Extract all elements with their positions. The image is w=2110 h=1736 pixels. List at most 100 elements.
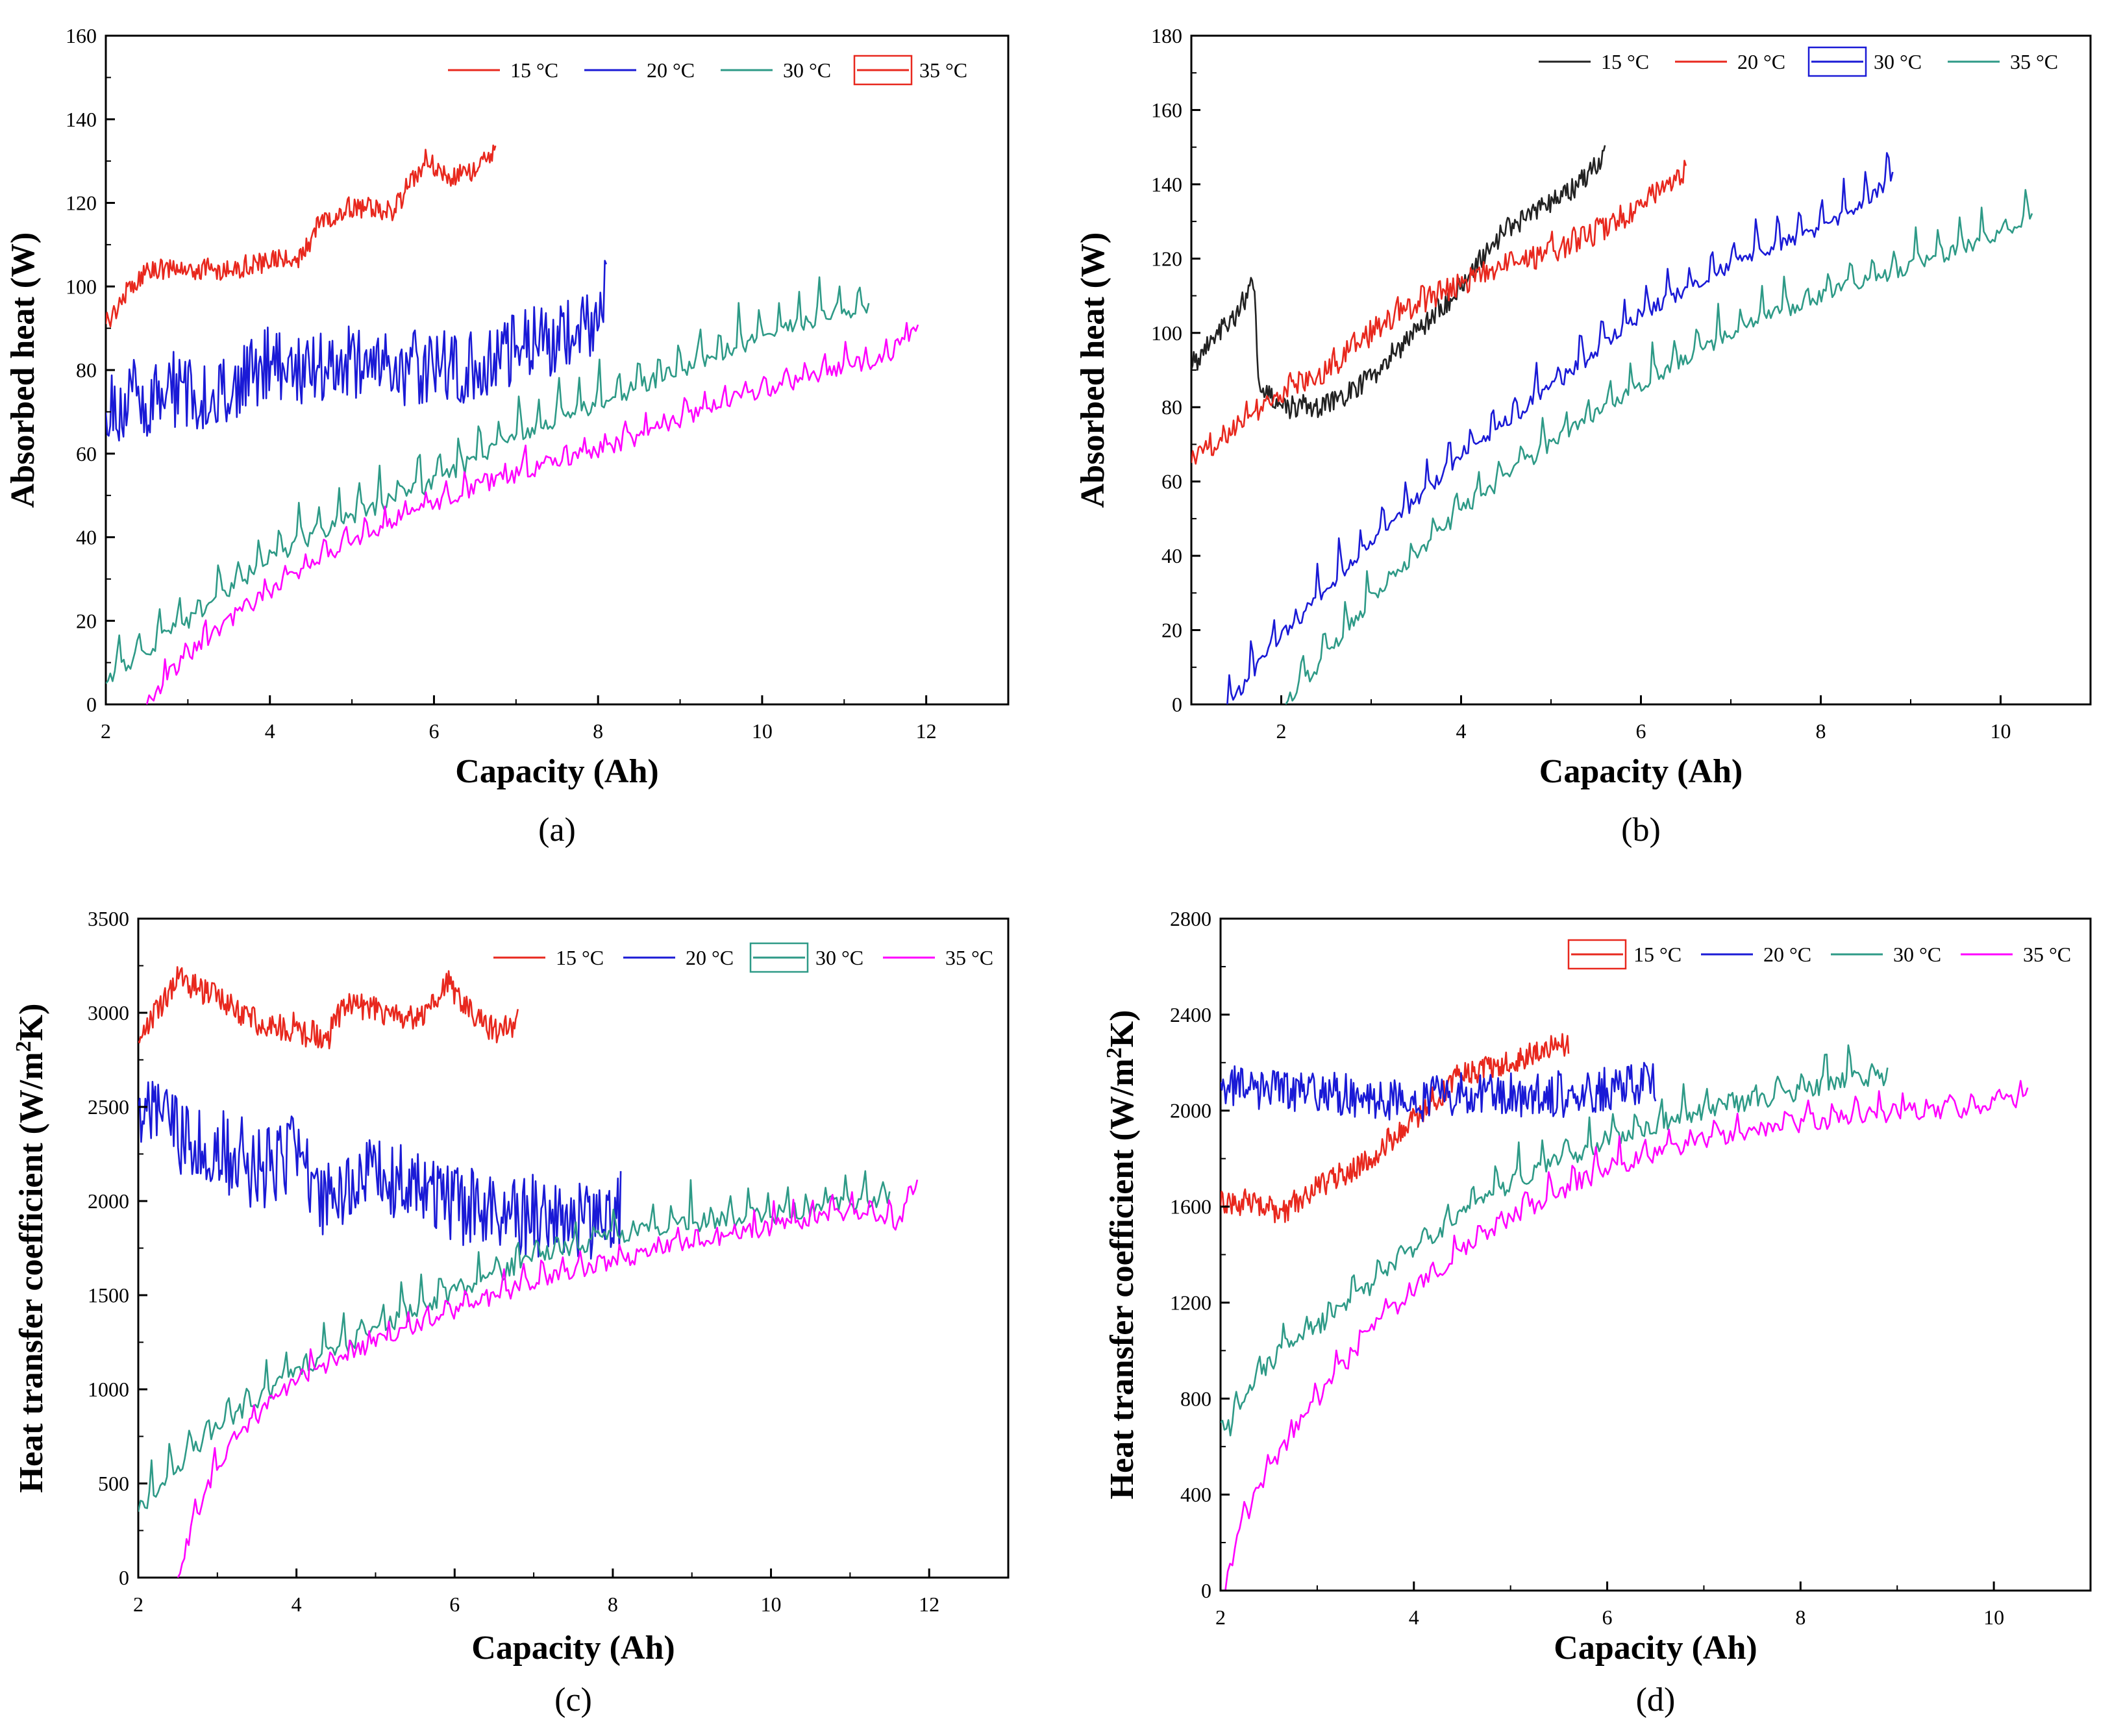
legend-label: 30 °C [815, 946, 863, 969]
legend: 15 °C 20 °C 30 °C 35 °C [448, 55, 967, 86]
y-tick-label: 400 [1180, 1483, 1211, 1506]
legend-label: 35 °C [2010, 50, 2058, 73]
y-tick-label: 60 [76, 442, 97, 465]
y-tick-label: 100 [66, 275, 97, 298]
series-line-35c [1224, 1080, 2029, 1591]
x-axis-title: Capacity (Ah) [1554, 1630, 1757, 1667]
y-tick-label: 2000 [1170, 1099, 1211, 1122]
series-line-20c [1221, 1061, 1657, 1122]
x-axis-title: Capacity (Ah) [455, 753, 658, 790]
y-tick-label: 0 [1201, 1579, 1211, 1602]
y-tick-label: 3500 [88, 907, 129, 930]
x-tick-label: 12 [919, 1593, 939, 1616]
y-tick-label: 2000 [88, 1189, 129, 1213]
legend-swatch-box [1807, 46, 1867, 77]
y-tick-label: 160 [1151, 98, 1182, 121]
series-group [106, 144, 919, 704]
legend-label: 15 °C [510, 58, 558, 82]
x-tick-label: 2 [101, 719, 111, 743]
x-tick-label: 2 [1215, 1606, 1226, 1629]
legend-swatch-box [1567, 939, 1627, 970]
series-line-15c [138, 966, 519, 1050]
series-line-15c [106, 144, 497, 328]
y-tick-label: 0 [119, 1566, 129, 1589]
series-line-20c [1191, 160, 1687, 465]
y-tick-label: 60 [1161, 470, 1182, 493]
series-line-30c [138, 1170, 891, 1512]
x-tick-label: 2 [133, 1593, 143, 1616]
x-tick-label: 6 [1602, 1606, 1613, 1629]
y-tick-label: 180 [1151, 24, 1182, 47]
y-tick-label: 140 [66, 108, 97, 131]
panel-d: 2 4 6 8 10 0 400 800 1200 1600 2000 2400 2800 Capacit… [1102, 907, 2092, 1718]
x-tick-label: 8 [593, 719, 603, 743]
x-tick-label: 4 [1409, 1606, 1419, 1629]
series-line-35c [1285, 189, 2033, 704]
y-tick-label: 40 [1161, 544, 1182, 567]
y-tick-label: 2800 [1170, 907, 1211, 930]
y-tick-label: 20 [76, 609, 97, 632]
legend-label: 15 °C [1601, 50, 1649, 73]
legend-label: 35 °C [919, 58, 967, 82]
series-line-35c [177, 1179, 919, 1578]
y-axis-title: Absorbed heat (W) [5, 232, 42, 508]
y-axis-title: Heat transfer coefficient (W/m2K) [1102, 1010, 1141, 1500]
y-tick-label: 80 [76, 358, 97, 382]
y-tick-label: 120 [66, 192, 97, 215]
plot-frame [137, 917, 1010, 1579]
y-tick-label: 500 [98, 1472, 129, 1495]
y-axis-title-main: Heat transfer coefficient (W/m [13, 1052, 50, 1493]
legend-label: 35 °C [945, 946, 993, 969]
x-tick-label: 4 [265, 719, 275, 743]
legend-label: 35 °C [2023, 943, 2071, 966]
x-tick-label: 6 [1636, 719, 1646, 743]
y-axis-title-sup: 2 [12, 1041, 36, 1052]
series-line-30c [106, 276, 870, 684]
x-tick-label: 8 [1795, 1606, 1806, 1629]
y-tick-label: 800 [1180, 1387, 1211, 1410]
y-tick-label: 0 [1172, 693, 1182, 716]
series-line-30c [1226, 152, 1894, 704]
series-line-20c [138, 1080, 622, 1260]
x-tick-label: 6 [428, 719, 439, 743]
series-line-35c [145, 321, 919, 704]
series-line-15c [1221, 1033, 1570, 1224]
y-tick-label: 1500 [88, 1283, 129, 1307]
y-axis-title-main: Heat transfer coefficient (W/m [1104, 1058, 1141, 1499]
y-tick-label: 120 [1151, 247, 1182, 270]
series-line-20c [106, 260, 608, 442]
panel-caption: (d) [1636, 1681, 1676, 1718]
legend-label: 20 °C [1763, 943, 1811, 966]
panel-caption: (c) [554, 1681, 592, 1718]
y-tick-label: 1600 [1170, 1195, 1211, 1219]
legend-label: 15 °C [556, 946, 604, 969]
y-tick-label: 2500 [88, 1095, 129, 1119]
legend-label: 30 °C [783, 58, 831, 82]
series-group [138, 966, 919, 1578]
legend-label: 20 °C [1737, 50, 1785, 73]
y-axis-title-suffix: K) [13, 1004, 50, 1041]
y-tick-label: 100 [1151, 321, 1182, 345]
legend-label: 30 °C [1874, 50, 1922, 73]
y-tick-label: 20 [1161, 619, 1182, 642]
x-tick-label: 10 [1991, 719, 2011, 743]
legend: 15 °C 20 °C 30 °C 35 °C [1539, 46, 2058, 77]
panel-caption: (b) [1621, 812, 1661, 849]
x-tick-label: 8 [608, 1593, 618, 1616]
panel-caption: (a) [538, 812, 576, 849]
y-tick-label: 80 [1161, 395, 1182, 419]
y-axis-title-suffix: K) [1104, 1010, 1141, 1048]
series-group [1191, 145, 2033, 704]
y-axis-title: Heat transfer coefficient (W/m2K) [12, 1004, 51, 1493]
series-group [1221, 1033, 2029, 1591]
x-tick-label: 10 [752, 719, 773, 743]
y-tick-label: 40 [76, 526, 97, 549]
plot-frame [1219, 917, 2092, 1592]
y-tick-label: 2400 [1170, 1003, 1211, 1026]
y-axis-title-main: Absorbed heat (W) [5, 232, 42, 508]
legend-label: 20 °C [647, 58, 695, 82]
y-axis-title-main: Absorbed heat (W) [1074, 232, 1111, 508]
